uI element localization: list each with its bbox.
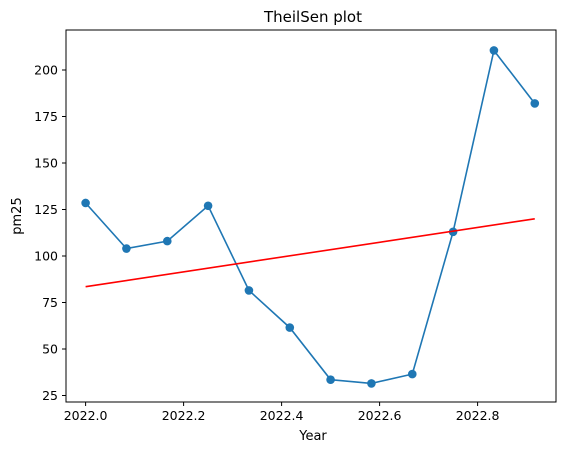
y-tick-label: 125 (34, 202, 58, 217)
y-tick-label: 75 (42, 295, 58, 310)
x-axis-label: Year (298, 429, 327, 444)
y-axis-label: pm25 (10, 197, 25, 234)
x-tick-label: 2022.4 (260, 408, 304, 423)
series-0-point (162, 236, 172, 246)
y-tick-label: 175 (34, 109, 58, 124)
y-tick-label: 25 (42, 388, 58, 403)
y-tick-label: 100 (34, 248, 58, 263)
x-tick-label: 2022.6 (358, 408, 402, 423)
plot-area (81, 46, 540, 388)
x-tick-label: 2022.8 (456, 408, 500, 423)
x-axis: 2022.0 2022.2 2022.4 2022.6 2022.8 (64, 402, 500, 423)
series-0-point (81, 198, 90, 208)
series-0-point (203, 201, 213, 211)
y-tick-label: 200 (34, 62, 58, 77)
y-tick-label: 50 (42, 341, 58, 356)
series-0-point (489, 46, 499, 55)
x-tick-label: 2022.2 (162, 408, 206, 423)
series-0-point (367, 379, 376, 388)
series-0-point (326, 375, 335, 384)
plot-frame (65, 29, 557, 403)
y-tick-label: 150 (34, 155, 58, 170)
series-1-line (85, 217, 535, 288)
series-0-point (244, 286, 254, 295)
series-0-point (285, 323, 295, 332)
series-0-point (122, 244, 131, 253)
x-tick-label: 2022.0 (64, 408, 108, 423)
y-axis: 25 50 75 100 125 150 175 200 (34, 62, 66, 403)
series-0-line (85, 48, 536, 385)
chart-title: TheilSen plot (263, 8, 362, 26)
series-0-point (407, 369, 417, 379)
series-0-point (530, 99, 540, 108)
